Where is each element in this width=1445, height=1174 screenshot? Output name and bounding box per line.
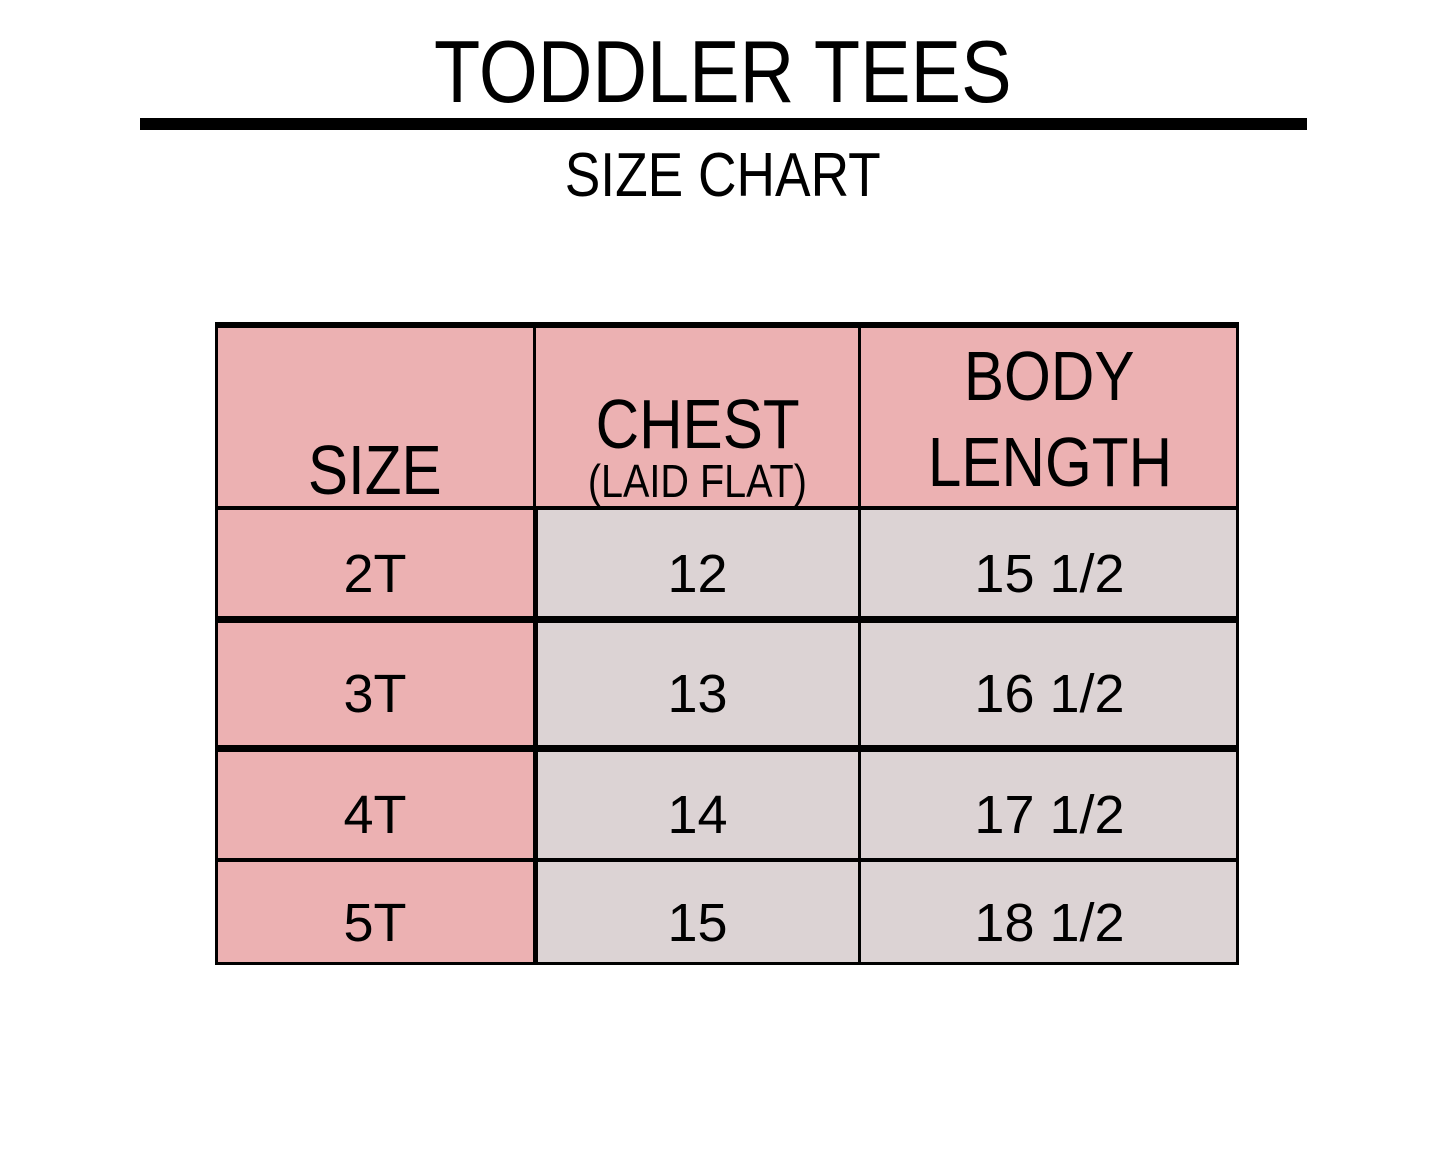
cell-chest: 14 xyxy=(535,749,860,860)
table-border-left xyxy=(215,322,218,965)
table-border-right xyxy=(1236,322,1239,965)
cell-length: 18 1/2 xyxy=(860,860,1239,965)
cell-length-value: 16 1/2 xyxy=(974,664,1125,724)
cell-size: 4T xyxy=(215,749,535,860)
cell-chest-value: 13 xyxy=(667,664,728,724)
table-border-top xyxy=(215,322,1239,328)
page-title: TODDLER TEES xyxy=(433,22,1012,121)
cell-size-value: 5T xyxy=(343,892,407,953)
cell-length-value: 15 1/2 xyxy=(974,543,1125,604)
cell-chest: 15 xyxy=(535,860,860,965)
column-divider xyxy=(533,322,536,508)
cell-size: 3T xyxy=(215,619,535,749)
cell-size-value: 2T xyxy=(343,543,407,604)
header-body-length: BODY LENGTH xyxy=(860,322,1239,508)
cell-chest-value: 12 xyxy=(667,543,728,604)
row-divider xyxy=(215,745,1239,752)
cell-length-value: 18 1/2 xyxy=(974,892,1125,953)
cell-chest-value: 14 xyxy=(667,784,728,845)
column-divider xyxy=(858,322,861,965)
header-size: SIZE xyxy=(215,322,535,508)
cell-length-value: 17 1/2 xyxy=(974,784,1125,845)
row-divider xyxy=(215,616,1239,623)
header-chest: CHEST (LAID FLAT) xyxy=(535,322,860,508)
cell-size-value: 4T xyxy=(343,784,407,845)
cell-size: 2T xyxy=(215,508,535,619)
cell-size-value: 3T xyxy=(343,664,407,724)
row-divider xyxy=(215,858,1239,862)
table-border-bottom xyxy=(215,962,1239,965)
cell-chest: 12 xyxy=(535,508,860,619)
cell-chest: 13 xyxy=(535,619,860,749)
cell-size: 5T xyxy=(215,860,535,965)
row-divider xyxy=(215,506,1239,510)
cell-length: 16 1/2 xyxy=(860,619,1239,749)
cell-chest-value: 15 xyxy=(667,892,728,953)
cell-length: 17 1/2 xyxy=(860,749,1239,860)
size-chart-table: SIZE CHEST (LAID FLAT) BODY LENGTH 2T 12 1… xyxy=(215,322,1239,965)
title-divider xyxy=(140,118,1307,130)
page-subtitle: SIZE CHART xyxy=(564,141,881,210)
cell-length: 15 1/2 xyxy=(860,508,1239,619)
column-divider xyxy=(533,508,538,965)
